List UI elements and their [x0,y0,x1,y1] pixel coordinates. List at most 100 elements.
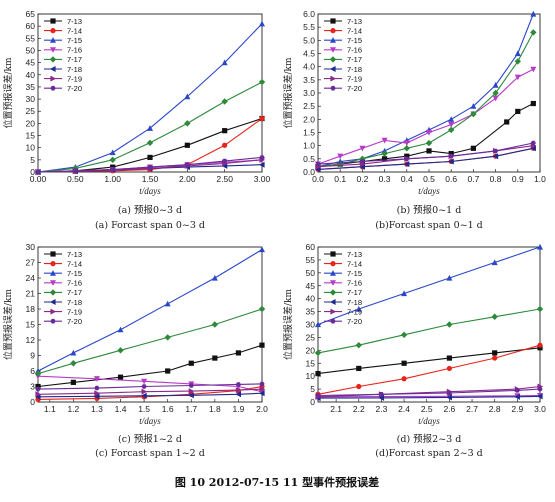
legend-entry: 7-18 [347,65,362,74]
legend-marker [329,289,337,296]
x-tick-label: 2.00 [179,174,196,184]
y-tick-label: 1.0 [303,141,315,151]
series-line [317,142,534,165]
legend-marker [330,308,337,315]
y-tick-label: 5.0 [303,35,315,45]
series-7-20 [315,140,536,167]
legend-marker [50,251,56,257]
legend: 7-137-147-157-167-177-187-197-20 [44,17,82,93]
legend-entry: 7-17 [347,288,362,297]
data-point [470,103,477,109]
data-point [492,82,499,88]
legend-entry: 7-18 [67,65,82,74]
data-point [530,145,536,152]
data-point [117,326,124,333]
y-tick-label: 55 [26,33,36,43]
data-point [117,374,124,380]
data-point [259,342,265,348]
legend-entry: 7-14 [67,259,82,268]
x-tick-label: 2.9 [511,404,523,414]
series-line [37,344,263,388]
legend-marker [329,56,337,63]
series-7-19 [315,142,537,170]
x-tick-label: 2.5 [421,404,433,414]
data-point [35,383,41,390]
series-7-17 [34,78,266,176]
legend-marker [329,66,336,72]
series-line [317,347,541,375]
legend-entry: 7-16 [67,279,82,288]
data-point [492,355,498,361]
x-tick-label: 1.00 [104,174,121,184]
legend-entry: 7-14 [347,259,362,268]
data-point [110,167,116,172]
x-tick-label: 0.00 [30,174,47,184]
x-axis-label: t/days [139,416,161,426]
chart-panel-1: 0.00 0.50 1.00 1.50 2.00 2.50 3.00 0 5 10 15 20 25 30… [2,9,271,231]
legend-entry: 7-13 [347,250,362,259]
series-7-18 [314,145,536,173]
y-tick-label: 25 [26,106,36,116]
legend-marker [50,37,56,43]
data-point [530,140,536,146]
x-tick-label: 2.8 [489,404,501,414]
legend-entry: 7-20 [67,84,82,93]
data-point [530,100,536,107]
data-point [165,368,171,374]
data-point [400,331,408,339]
y-tick-label: 40 [306,294,316,304]
legend-entry: 7-15 [347,36,362,45]
legend-entry: 7-20 [67,317,82,326]
series-line [37,392,263,398]
data-point [222,158,228,164]
legend-marker [50,308,57,315]
y-tick-label: 15 [26,131,36,141]
data-point [258,305,266,313]
x-tick-label: 1.6 [162,404,174,414]
legend-entry: 7-13 [67,250,82,259]
x-tick-label: 0.1 [334,174,346,184]
data-point [94,390,101,397]
data-point [211,321,219,328]
y-tick-label: 10 [26,143,36,153]
data-point [34,370,42,377]
data-point [355,341,362,349]
y-tick-label: 0 [310,397,315,407]
data-point [356,365,362,372]
y-tick-label: 2.5 [303,101,315,111]
x-axis-label: t/days [418,416,440,426]
x-tick-label: 2.0 [256,404,268,414]
data-point [446,394,452,401]
y-tick-label: 5.5 [303,22,315,32]
data-point [184,120,191,127]
data-point [448,150,454,157]
panel-caption-en: (b)Forcast span 0~1 d [375,220,482,231]
data-point [164,334,171,341]
x-tick-label: 1.2 [67,404,79,414]
legend-entry: 7-20 [347,84,362,93]
data-point [184,142,190,148]
legend-marker [330,280,336,286]
data-point [93,393,100,400]
y-tick-label: 20 [306,345,316,355]
data-point [448,153,454,159]
y-tick-label: 60 [26,21,36,31]
data-point [212,355,218,361]
chart-panel-3: 1.1 1.2 1.3 1.4 1.5 1.6 1.7 1.8 1.9 2.0 0 3 6 9 12 15 18… [2,242,268,459]
y-tick-label: 4.0 [303,62,315,72]
x-tick-label: 0.2 [356,174,368,184]
data-point [188,392,194,399]
legend-entry: 7-18 [67,298,82,307]
legend-entry: 7-16 [347,46,362,55]
data-point [259,155,265,160]
data-point [470,110,477,118]
data-point [94,385,100,391]
series-line [37,375,263,393]
legend-marker [50,18,56,24]
data-point [537,386,543,392]
y-tick-label: 3.0 [303,88,315,98]
x-tick-label: 2.50 [216,174,233,184]
y-tick-label: 3 [30,382,35,392]
x-tick-label: 0.4 [401,174,413,184]
data-point [403,140,410,147]
